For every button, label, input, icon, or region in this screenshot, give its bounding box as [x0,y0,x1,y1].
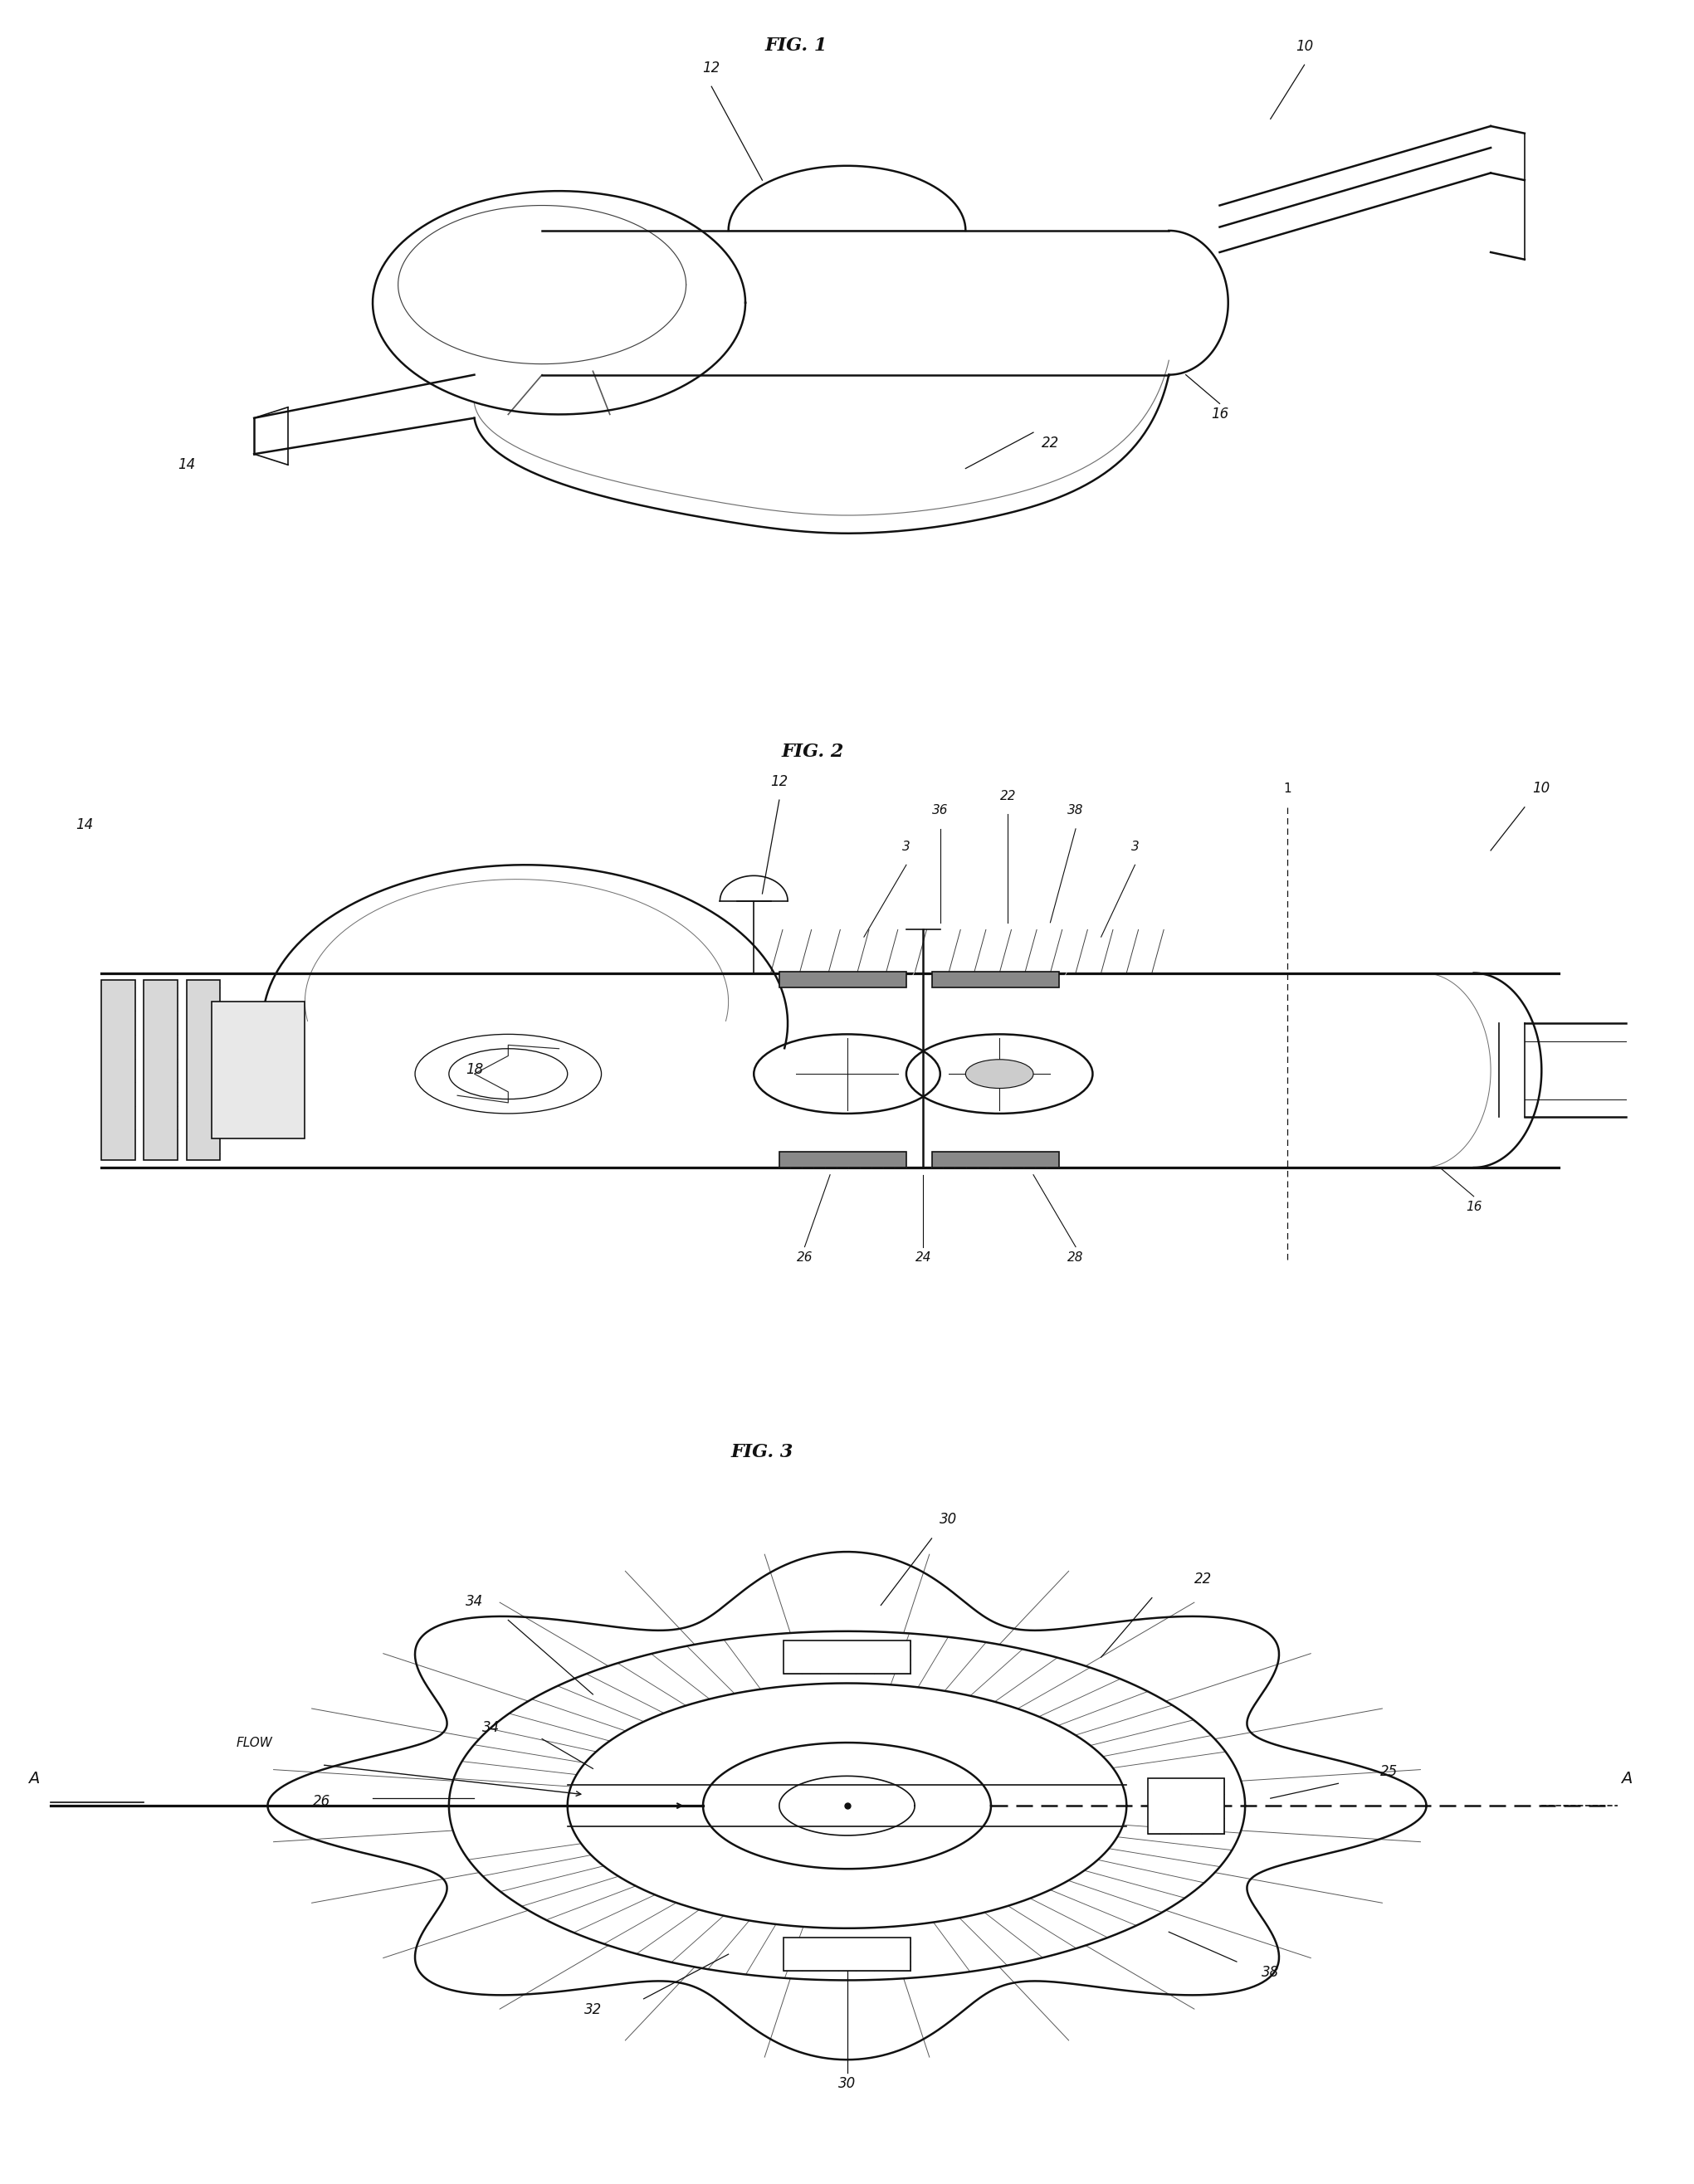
Text: 22: 22 [1042,435,1059,450]
Bar [932,1151,1059,1168]
Text: A: A [29,1771,39,1787]
Text: 32: 32 [584,2003,601,2018]
Bar [1149,1778,1223,1835]
Text: 30: 30 [839,2077,855,2092]
Text: 18: 18 [466,1061,483,1077]
Bar [186,981,220,1160]
Text: FIG. 1: FIG. 1 [766,37,827,55]
Text: 30: 30 [940,1511,957,1527]
Bar [783,1640,911,1673]
Text: 14: 14 [76,817,93,832]
Text: 26: 26 [313,1793,330,1808]
Text: 34: 34 [466,1594,483,1610]
Text: 38: 38 [1067,804,1084,817]
Text: 10: 10 [1296,39,1313,55]
Text: 16: 16 [1211,406,1228,422]
Text: 28: 28 [1067,1251,1084,1265]
Text: 14: 14 [178,456,195,472]
Text: 1: 1 [1284,782,1291,795]
Text: FIG. 3: FIG. 3 [732,1444,793,1461]
Bar [212,1002,305,1138]
Bar [102,981,136,1160]
Bar [783,1937,911,1970]
Text: 12: 12 [771,773,788,788]
Bar [144,981,178,1160]
Circle shape [966,1059,1033,1088]
Text: 3: 3 [903,841,910,854]
Text: 25: 25 [1381,1765,1398,1780]
Text: 36: 36 [932,804,949,817]
Text: FLOW: FLOW [235,1736,273,1749]
Bar [779,972,906,987]
Text: FIG. 2: FIG. 2 [783,743,844,760]
Text: A: A [1621,1771,1631,1787]
Text: 10: 10 [1533,782,1550,797]
Text: 12: 12 [703,61,720,76]
Bar [779,1151,906,1168]
Bar [932,972,1059,987]
Text: 16: 16 [1465,1201,1482,1214]
Text: 22: 22 [1194,1570,1211,1586]
Text: 26: 26 [796,1251,813,1265]
Text: 38: 38 [1262,1966,1279,1981]
Text: 22: 22 [999,791,1016,802]
Text: 24: 24 [915,1251,932,1265]
Text: 3: 3 [1132,841,1138,854]
Text: 34: 34 [483,1719,500,1734]
